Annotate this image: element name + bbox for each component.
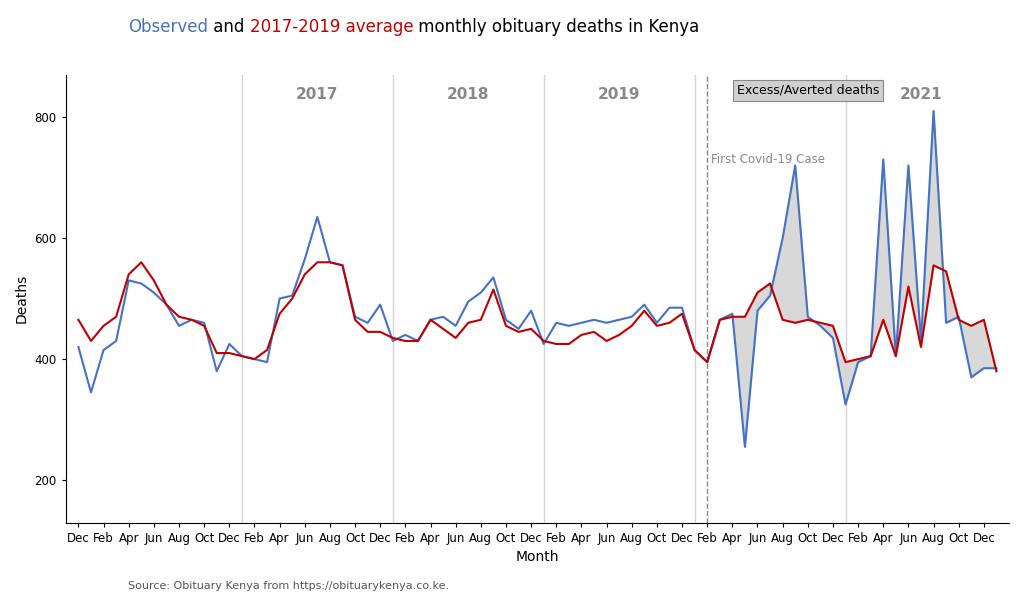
Text: and: and: [208, 18, 250, 36]
Text: Observed: Observed: [128, 18, 208, 36]
Y-axis label: Deaths: Deaths: [15, 274, 29, 323]
Text: 2020: 2020: [749, 87, 792, 102]
Text: 2019: 2019: [598, 87, 640, 102]
Text: Source: Obituary Kenya from https://obituarykenya.co.ke.: Source: Obituary Kenya from https://obit…: [128, 581, 450, 591]
Text: First Covid-19 Case: First Covid-19 Case: [711, 153, 825, 167]
X-axis label: Month: Month: [516, 550, 559, 564]
Text: 2021: 2021: [900, 87, 942, 102]
Text: Excess/Averted deaths: Excess/Averted deaths: [736, 84, 879, 97]
Text: 2017-2019 average: 2017-2019 average: [250, 18, 414, 36]
Text: 2017: 2017: [296, 87, 339, 102]
Text: 2018: 2018: [447, 87, 489, 102]
Text: monthly obituary deaths in Kenya: monthly obituary deaths in Kenya: [414, 18, 699, 36]
